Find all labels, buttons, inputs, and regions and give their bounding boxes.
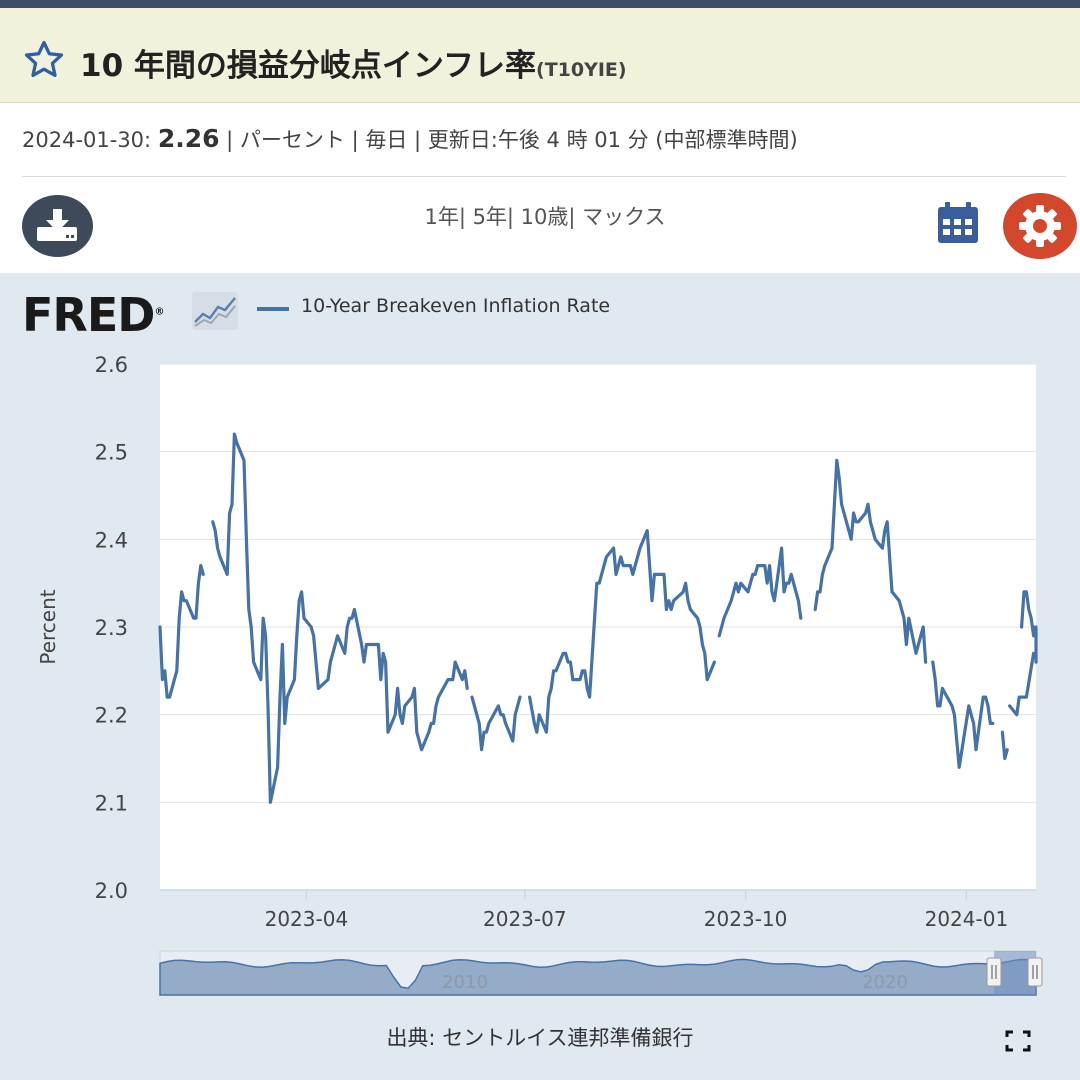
navigator-label: 2020 <box>862 972 908 993</box>
series-line-segment <box>931 660 995 769</box>
series-line-segment <box>1000 730 1009 761</box>
chart-svg: 2.0 2.1 2.2 2.3 2.4 2.5 2.6 2023-04 2023-07 2023-… <box>36 353 1043 996</box>
x-tick-label: 2023-07 <box>483 907 567 931</box>
top-bar <box>0 0 1080 8</box>
y-tick-label: 2.4 <box>95 528 128 552</box>
x-tick-label: 2024-01 <box>925 907 1009 931</box>
series-line-segment <box>528 529 716 734</box>
gear-icon <box>1019 205 1061 247</box>
fred-logo[interactable]: FRED® <box>22 288 164 342</box>
page-title: 10 年間の損益分岐点インフレ率(T10YIE) <box>80 40 627 85</box>
series-line-segment <box>1008 651 1036 717</box>
divider <box>22 176 1066 177</box>
y-tick-label: 2.6 <box>95 353 128 377</box>
y-tick-label: 2.3 <box>95 616 128 640</box>
calendar-icon[interactable] <box>934 200 982 246</box>
title-bar: 10 年間の損益分岐点インフレ率(T10YIE) <box>0 8 1080 103</box>
meta-details: | パーセント | 毎日 | 更新日:午後 4 時 01 分 (中部標準時間) <box>219 128 798 152</box>
range-selector[interactable]: 1年| 5年| 10歳| マックス <box>424 205 666 229</box>
download-button[interactable] <box>22 195 93 257</box>
series-meta: 2024-01-30: 2.26 | パーセント | 毎日 | 更新日:午後 4… <box>22 124 798 154</box>
series-line-segment <box>470 695 522 752</box>
y-axis-label: Percent <box>36 589 60 664</box>
x-tick-label: 2023-10 <box>704 907 788 931</box>
series-line-segment <box>717 546 803 638</box>
series-line-segment <box>1020 590 1038 664</box>
observation-value: 2.26 <box>157 124 220 153</box>
download-icon <box>37 209 77 241</box>
observation-date: 2024-01-30: <box>22 128 152 152</box>
fred-logo-text: FRED <box>22 288 155 342</box>
registered-mark: ® <box>154 306 164 318</box>
settings-button[interactable] <box>1003 193 1077 259</box>
meta-panel: 2024-01-30: 2.26 | パーセント | 毎日 | 更新日:午後 4… <box>0 103 1080 273</box>
y-tick-label: 2.5 <box>95 441 128 465</box>
fred-graph-icon <box>192 292 238 330</box>
y-tick-label: 2.2 <box>95 704 128 728</box>
series-id: (T10YIE) <box>536 59 627 81</box>
legend-swatch <box>257 307 289 311</box>
x-tick-label: 2023-04 <box>265 907 349 931</box>
navigator-handle[interactable] <box>986 957 1002 987</box>
series-line-segment <box>211 432 469 804</box>
star-icon[interactable] <box>22 38 66 82</box>
title-text: 10 年間の損益分岐点インフレ率 <box>80 48 537 84</box>
source-note: 出典: セントルイス連邦準備銀行 <box>386 1026 694 1050</box>
navigator-handle[interactable] <box>1027 957 1043 987</box>
series-line-segment <box>813 458 928 664</box>
legend-label[interactable]: 10-Year Breakeven Inflation Rate <box>301 295 611 317</box>
fullscreen-icon[interactable] <box>1005 1030 1031 1052</box>
navigator-label: 2010 <box>442 972 488 993</box>
y-tick-label: 2.1 <box>95 791 128 815</box>
navigator-series <box>159 958 1037 996</box>
y-tick-label: 2.0 <box>95 879 128 903</box>
series-line-segment <box>158 564 205 699</box>
